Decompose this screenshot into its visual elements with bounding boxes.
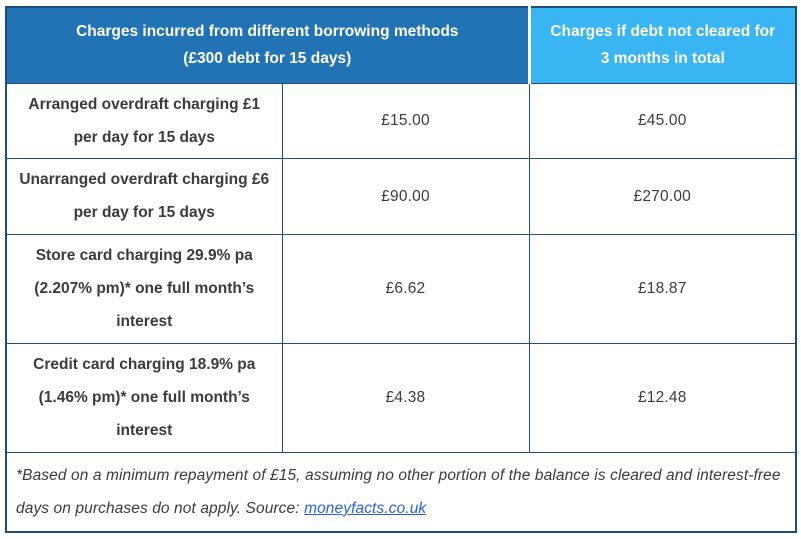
moneyfacts-link[interactable]: moneyfacts.co.uk (304, 499, 427, 517)
table-row-credit-card: Credit card charging 18.9% pa (1.46% pm)… (5, 342, 797, 453)
charge-15days-cell: £4.38 (281, 342, 530, 453)
method-cell: Unarranged overdraft charging £6 per day… (5, 158, 283, 235)
charge-15days-cell: £6.62 (281, 233, 530, 344)
header-main-line1: Charges incurred from different borrowin… (76, 23, 459, 41)
table-row-unarranged-overdraft: Unarranged overdraft charging £6 per day… (5, 158, 797, 235)
footnote-cell: *Based on a minimum repayment of £15, as… (5, 451, 797, 533)
charge-3months-cell: £18.87 (528, 233, 797, 344)
method-cell: Credit card charging 18.9% pa (1.46% pm)… (5, 342, 283, 453)
table-footnote-row: *Based on a minimum repayment of £15, as… (5, 451, 797, 533)
borrowing-charges-table: Charges incurred from different borrowin… (5, 6, 797, 534)
table-row-store-card: Store card charging 29.9% pa (2.207% pm)… (5, 233, 797, 344)
charge-15days-cell: £15.00 (281, 82, 530, 160)
charge-3months-cell: £12.48 (528, 342, 797, 453)
method-cell: Arranged overdraft charging £1 per day f… (5, 82, 283, 160)
table-row-arranged-overdraft: Arranged overdraft charging £1 per day f… (5, 82, 797, 160)
charge-3months-cell: £270.00 (528, 158, 797, 235)
header-3-months: Charges if debt not cleared for 3 months… (527, 6, 797, 84)
charge-15days-cell: £90.00 (281, 158, 530, 235)
charge-3months-cell: £45.00 (528, 82, 797, 160)
header-main-line2: (£300 debt for 15 days) (183, 50, 352, 68)
table-header-row: Charges incurred from different borrowin… (5, 6, 797, 84)
method-cell: Store card charging 29.9% pa (2.207% pm)… (5, 233, 283, 344)
header-borrowing-methods: Charges incurred from different borrowin… (5, 6, 529, 84)
